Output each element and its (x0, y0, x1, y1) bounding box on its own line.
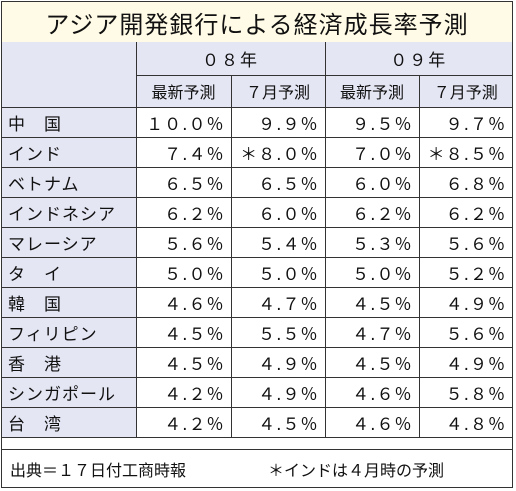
year-header-row: ０８年 ０９年 (2, 42, 512, 108)
value-cell: ４.９％ (230, 346, 326, 378)
value-cell: ４.５％ (324, 286, 420, 318)
value-cell: ４.６％ (324, 376, 420, 408)
country-label: インド (2, 136, 137, 168)
table-row: フィリピン ４.５％ ５.５％ ４.７％ ５.６％ (2, 316, 512, 348)
chart-title: アジア開発銀行による経済成長率予測 (2, 2, 512, 43)
source-note: 出典＝１７日付工商時報 (10, 460, 187, 480)
year-header-08: ０８年 (135, 42, 326, 76)
table-row: 台 湾 ４.２％ ４.５％ ４.６％ ４.８％ (2, 406, 512, 438)
corner-cell (2, 42, 137, 108)
column-header-july-08: ７月予測 (230, 74, 326, 108)
value-cell: ５.３％ (324, 226, 420, 258)
value-cell: ５.６％ (418, 226, 512, 258)
value-cell: ５.２％ (418, 256, 512, 288)
table-row: シンガポール ４.２％ ４.９％ ４.６％ ５.８％ (2, 376, 512, 408)
country-label: インドネシア (2, 196, 137, 228)
table-row: 中 国 １０.０％ ９.９％ ９.５％ ９.７％ (2, 106, 512, 138)
column-header-latest-09: 最新予測 (324, 74, 420, 108)
value-cell: ４.６％ (324, 406, 420, 438)
country-label: マレーシア (2, 226, 137, 258)
value-cell: ７.４％ (135, 136, 232, 168)
value-cell: ４.７％ (324, 316, 420, 348)
value-cell: ６.２％ (135, 196, 232, 228)
value-cell: ４.９％ (418, 346, 512, 378)
value-cell: ４.６％ (135, 286, 232, 318)
value-cell: １０.０％ (135, 106, 232, 138)
table-row: インド ７.４％ ＊８.０％ ７.０％ ＊８.５％ (2, 136, 512, 168)
india-footnote: ＊インドは４月時の予測 (268, 460, 445, 480)
value-cell: ４.５％ (230, 406, 326, 438)
table-row: ベトナム ６.５％ ６.５％ ６.０％ ６.８％ (2, 166, 512, 198)
country-label: 韓 国 (2, 286, 137, 318)
table-row: 韓 国 ４.６％ ４.７％ ４.５％ ４.９％ (2, 286, 512, 318)
value-cell: ４.９％ (418, 286, 512, 318)
value-cell: ４.８％ (418, 406, 512, 438)
value-cell: ４.２％ (135, 406, 232, 438)
footer: 出典＝１７日付工商時報 ＊インドは４月時の予測 (2, 449, 512, 487)
value-cell: ５.０％ (135, 256, 232, 288)
value-cell: ＊８.０％ (230, 136, 326, 168)
table-row: マレーシア ５.６％ ５.４％ ５.３％ ５.６％ (2, 226, 512, 258)
value-cell: ７.０％ (324, 136, 420, 168)
value-cell: ５.８％ (418, 376, 512, 408)
value-cell: ９.５％ (324, 106, 420, 138)
value-cell: ９.７％ (418, 106, 512, 138)
value-cell: ４.５％ (324, 346, 420, 378)
value-cell: ５.６％ (418, 316, 512, 348)
value-cell: ４.５％ (135, 316, 232, 348)
value-cell: ４.７％ (230, 286, 326, 318)
country-label: ベトナム (2, 166, 137, 198)
value-cell: ６.２％ (324, 196, 420, 228)
value-cell: ４.９％ (230, 376, 326, 408)
value-cell: ＊８.５％ (418, 136, 512, 168)
country-label: 中 国 (2, 106, 137, 138)
growth-table: ０８年 ０９年 最新予測 ７月予測 最新予測 ７月予測 中 国 １０.０％ ９.９％… (2, 42, 512, 438)
value-cell: ５.５％ (230, 316, 326, 348)
table-row: タ イ ５.０％ ５.０％ ５.０％ ５.２％ (2, 256, 512, 288)
country-label: タ イ (2, 256, 137, 288)
value-cell: ６.５％ (135, 166, 232, 198)
year-header-09: ０９年 (324, 42, 512, 76)
value-cell: ６.２％ (418, 196, 512, 228)
value-cell: ５.０％ (230, 256, 326, 288)
value-cell: ５.０％ (324, 256, 420, 288)
value-cell: ５.６％ (135, 226, 232, 258)
value-cell: ６.５％ (230, 166, 326, 198)
value-cell: ９.９％ (230, 106, 326, 138)
value-cell: ４.５％ (135, 346, 232, 378)
value-cell: ６.８％ (418, 166, 512, 198)
value-cell: ６.０％ (230, 196, 326, 228)
country-label: シンガポール (2, 376, 137, 408)
table-row: インドネシア ６.２％ ６.０％ ６.２％ ６.２％ (2, 196, 512, 228)
country-label: 台 湾 (2, 406, 137, 438)
country-label: フィリピン (2, 316, 137, 348)
table-row: 香 港 ４.５％ ４.９％ ４.５％ ４.９％ (2, 346, 512, 378)
country-label: 香 港 (2, 346, 137, 378)
value-cell: ６.０％ (324, 166, 420, 198)
column-header-july-09: ７月予測 (418, 74, 512, 108)
value-cell: ５.４％ (230, 226, 326, 258)
column-header-latest-08: 最新予測 (136, 74, 232, 108)
value-cell: ４.２％ (135, 376, 232, 408)
